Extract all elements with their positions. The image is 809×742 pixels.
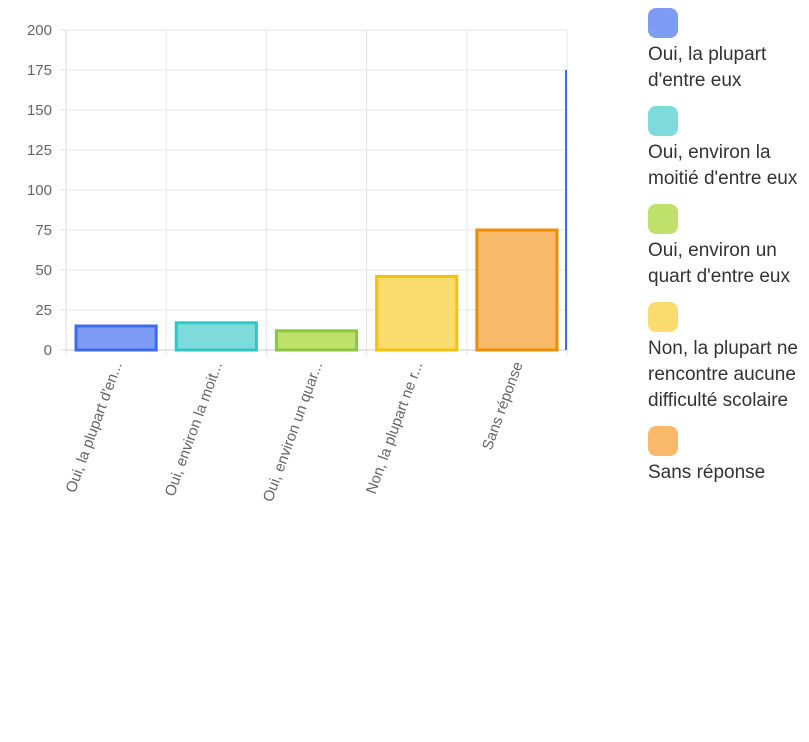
legend-label: Non, la plupart ne rencontre aucune diff… xyxy=(648,338,798,411)
legend-swatch xyxy=(648,426,678,456)
y-tick-label: 175 xyxy=(27,62,52,79)
legend-label: Oui, environ un quart d'entre eux xyxy=(648,240,790,287)
y-tick-label: 100 xyxy=(27,182,52,199)
x-tick-label: Oui, environ la moit... xyxy=(162,360,226,499)
x-tick-label: Oui, environ un quar... xyxy=(260,360,326,505)
legend-label: Oui, la plupart d'entre eux xyxy=(648,44,767,91)
y-tick-label: 150 xyxy=(27,102,52,119)
bar xyxy=(475,228,559,352)
bar-chart-plot: 200 175 150 125 100 75 50 25 0 Oui, la plupart d'… xyxy=(27,22,568,505)
legend-swatch xyxy=(648,302,678,332)
legend-swatch xyxy=(648,106,678,136)
bar xyxy=(74,324,158,352)
bar xyxy=(274,329,359,352)
bar xyxy=(375,274,459,352)
legend-label: Sans réponse xyxy=(648,462,766,483)
x-tick-label: Oui, la plupart d'en... xyxy=(63,360,126,495)
legend-swatch xyxy=(648,8,678,38)
legend-label: Oui, environ la moitié d'entre eux xyxy=(648,142,798,189)
x-tick-label: Non, la plupart ne r... xyxy=(363,360,427,497)
legend-item[interactable]: Oui, environ la moitié d'entre eux xyxy=(648,106,809,192)
legend: Oui, la plupart d'entre eux Oui, environ… xyxy=(648,8,809,498)
y-tick-label: 50 xyxy=(35,262,52,279)
legend-item[interactable]: Oui, environ un quart d'entre eux xyxy=(648,204,809,290)
y-tick-label: 0 xyxy=(44,342,52,359)
legend-item[interactable]: Oui, la plupart d'entre eux xyxy=(648,8,809,94)
y-tick-label: 75 xyxy=(35,222,52,239)
x-tick-label: Sans réponse xyxy=(479,360,527,453)
y-tick-label: 25 xyxy=(35,302,52,319)
y-tick-label: 125 xyxy=(27,142,52,159)
legend-item[interactable]: Non, la plupart ne rencontre aucune diff… xyxy=(648,302,809,414)
legend-item[interactable]: Sans réponse xyxy=(648,426,809,486)
bar xyxy=(174,321,258,352)
legend-swatch xyxy=(648,204,678,234)
y-tick-label: 200 xyxy=(27,22,52,39)
